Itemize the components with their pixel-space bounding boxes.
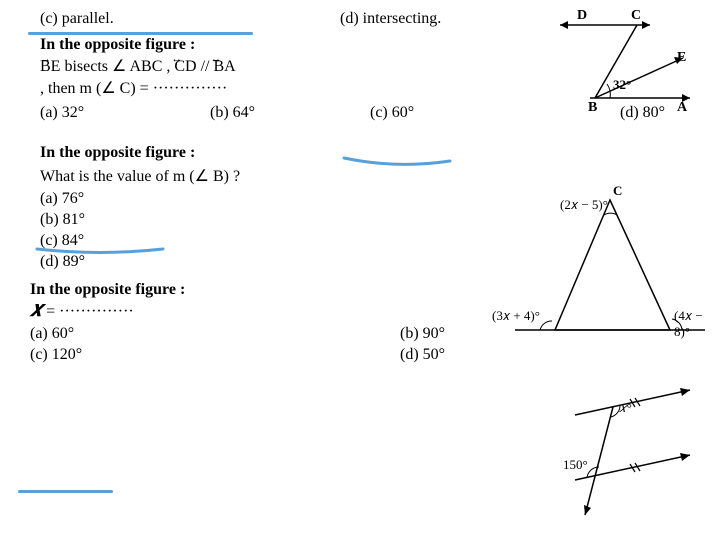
q1-figure: D C E B A 32° [555, 10, 695, 120]
q2-line: What is the value of m (∠ B) ? [40, 166, 706, 186]
q1-label-E: E [677, 50, 686, 66]
underline-3 [35, 246, 165, 258]
q0-opt-d: (d) intersecting. [340, 10, 441, 27]
q2-angle-top: (2𝑥 − 5)° [560, 197, 608, 213]
q1-svg [555, 10, 695, 120]
q1-label-B: B [588, 100, 597, 116]
q3-opt-b: (b) 90° [400, 325, 445, 343]
q3-angle-x: 𝑥° [619, 400, 631, 416]
q2-figure: C (2𝑥 − 5)° (3𝑥 + 4)° (4𝑥 − 8)° [510, 185, 710, 345]
q0-opt-c: (c) parallel. [40, 10, 114, 27]
q3-angle-150: 150° [563, 457, 588, 473]
q2-label-C: C [613, 183, 622, 199]
underline-4 [18, 490, 113, 493]
q1-opt-b: (b) 64° [210, 104, 370, 122]
q1-label-C: C [631, 8, 641, 24]
underline-1 [28, 32, 253, 35]
underline-2 [342, 155, 452, 169]
q1-opt-a: (a) 32° [40, 104, 210, 122]
q3-figure: 𝑥° 150° [555, 385, 705, 525]
q2-angle-left: (3𝑥 + 4)° [492, 308, 540, 324]
q3-opt-d: (d) 50° [400, 346, 445, 364]
q1-angle-32: 32° [613, 77, 631, 93]
q1-label-A: A [677, 100, 687, 116]
q3-opt-c: (c) 120° [30, 346, 400, 364]
q2-angle-right: (4𝑥 − 8)° [674, 308, 710, 340]
q3-opt-a: (a) 60° [30, 325, 400, 343]
q1-label-D: D [577, 8, 587, 24]
